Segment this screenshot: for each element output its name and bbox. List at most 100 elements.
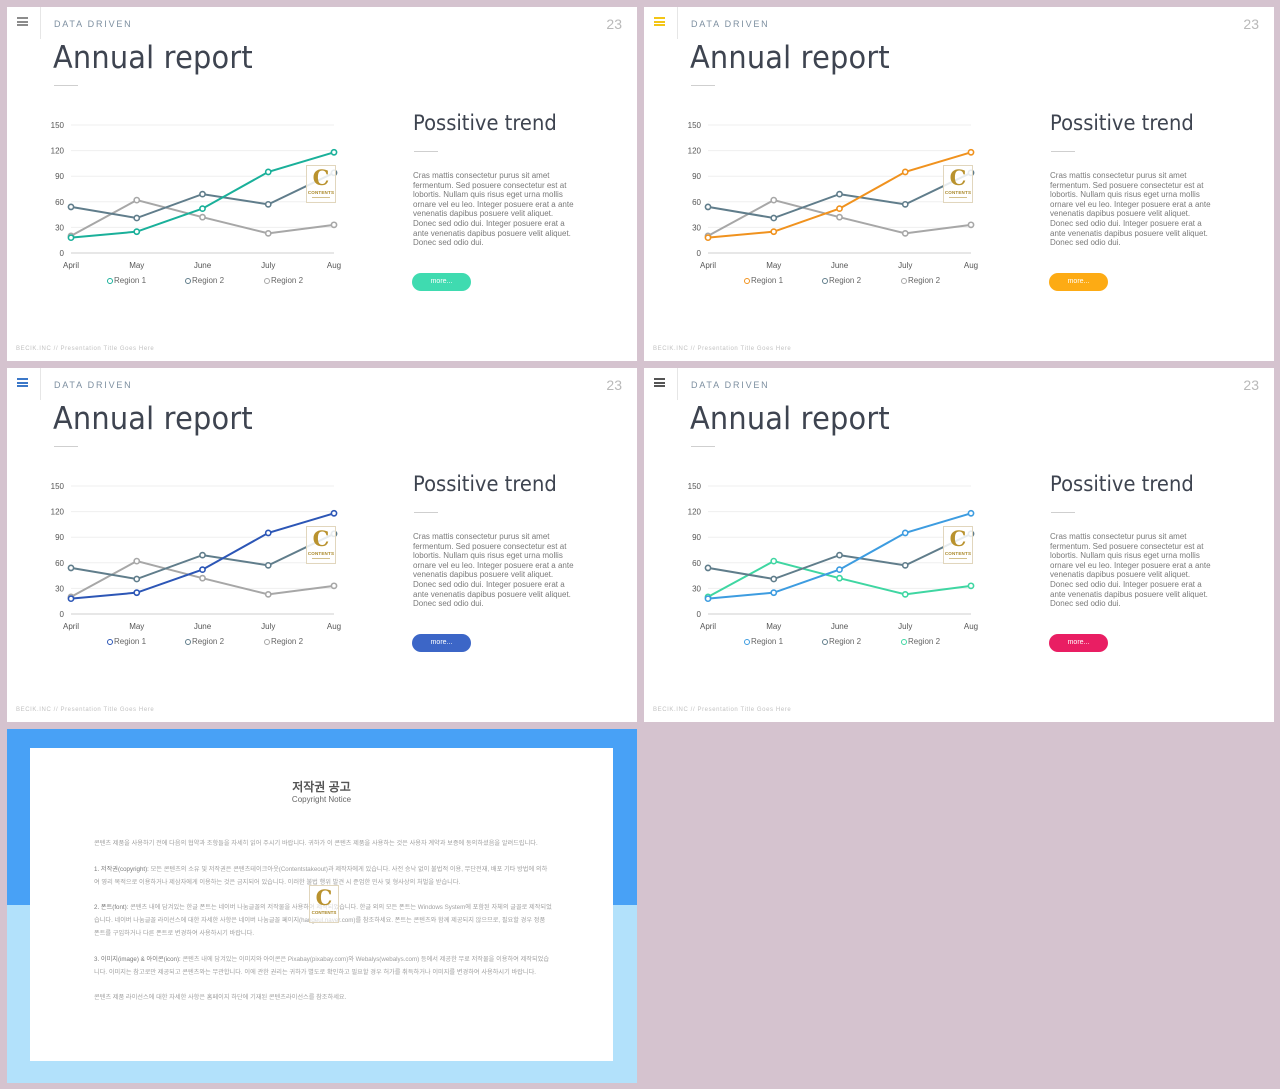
data-point (67, 234, 75, 242)
x-tick-label: April (700, 261, 716, 270)
data-point (133, 575, 141, 583)
slide-2[interactable]: DATA DRIVEN 23 Annual report 0 30 60 90 120 1… (644, 7, 1274, 361)
y-tick-label: 90 (692, 172, 701, 181)
logo-letter: C (312, 165, 330, 190)
side-rule (1051, 512, 1075, 513)
page-number: 23 (606, 377, 622, 393)
y-tick-label: 150 (688, 482, 702, 491)
header-divider (677, 7, 678, 39)
copyright-section-label: 3. 이미지(image) & 아이콘(icon): (94, 955, 181, 963)
legend-label: Region 2 (829, 637, 862, 646)
x-tick-label: July (898, 622, 912, 631)
y-tick-label: 150 (51, 482, 65, 491)
y-tick-label: 120 (51, 147, 65, 156)
x-tick-label: July (261, 261, 275, 270)
legend-marker (744, 277, 750, 284)
y-tick-label: 60 (55, 198, 64, 207)
slide-title: Annual report (53, 401, 253, 437)
x-tick-label: May (766, 622, 781, 631)
side-body-text: Cras mattis consectetur purus sit amet f… (413, 171, 574, 248)
data-point (901, 229, 909, 237)
footer-text: BECIK.INC // Presentation Title Goes Her… (16, 346, 155, 352)
copyright-title: 저작권 공고 (292, 780, 351, 794)
x-tick-label: Aug (327, 622, 341, 631)
section-label: DATA DRIVEN (691, 380, 770, 390)
data-point (133, 589, 141, 597)
legend-label: Region 2 (908, 276, 941, 285)
data-point (967, 582, 975, 590)
y-tick-label: 90 (692, 533, 701, 542)
y-tick-label: 90 (55, 172, 64, 181)
copyright-slide[interactable]: 저작권 공고 Copyright Notice 콘텐츠 제품을 사용하기 전에 … (7, 729, 637, 1083)
slide-1[interactable]: DATA DRIVEN 23 Annual report 0 30 60 90 120 1… (7, 7, 637, 361)
data-point (901, 168, 909, 176)
legend-label: Region 2 (829, 276, 862, 285)
more-button[interactable]: more... (1049, 634, 1108, 652)
side-body-text: Cras mattis consectetur purus sit amet f… (1050, 171, 1211, 248)
slide-title: Annual report (690, 401, 890, 437)
x-tick-label: April (63, 622, 79, 631)
x-tick-label: April (700, 622, 716, 631)
y-tick-label: 0 (60, 610, 65, 619)
data-point (199, 566, 206, 574)
more-button[interactable]: more... (412, 273, 471, 291)
header-divider (40, 368, 41, 400)
data-point (901, 529, 909, 537)
copyright-section-3: 3. 이미지(image) & 아이콘(icon): 콘텐츠 내에 담겨있는 이… (94, 954, 552, 980)
side-body-text: Cras mattis consectetur purus sit amet f… (1050, 532, 1211, 609)
x-tick-label: June (831, 261, 849, 270)
slide-3[interactable]: DATA DRIVEN 23 Annual report 0 30 60 90 120 1… (7, 368, 637, 722)
legend-item: Region 1 (107, 275, 146, 287)
x-tick-label: July (898, 261, 912, 270)
legend-marker (107, 638, 113, 645)
logo-letter: C (949, 526, 967, 551)
copyright-card: 저작권 공고 Copyright Notice 콘텐츠 제품을 사용하기 전에 … (30, 748, 613, 1061)
data-point (330, 148, 338, 156)
data-point (901, 561, 909, 569)
page-number: 23 (1243, 16, 1259, 32)
footer-text: BECIK.INC // Presentation Title Goes Her… (653, 346, 792, 352)
data-point (133, 214, 141, 222)
side-heading: Possitive trend (1050, 472, 1194, 496)
hamburger-icon[interactable] (654, 378, 665, 387)
chart-legend: Region 1 Region 2 Region 2 (7, 636, 367, 650)
section-label: DATA DRIVEN (691, 19, 770, 29)
x-tick-label: June (194, 622, 212, 631)
more-button[interactable]: more... (412, 634, 471, 652)
side-heading: Possitive trend (413, 472, 557, 496)
x-tick-label: May (129, 622, 144, 631)
data-point (901, 200, 909, 208)
slide-4[interactable]: DATA DRIVEN 23 Annual report 0 30 60 90 120 1… (644, 368, 1274, 722)
legend-marker (264, 638, 270, 645)
data-point (770, 214, 778, 222)
side-rule (1051, 151, 1075, 152)
legend-marker (107, 277, 113, 284)
copyright-section-label: 2. 폰트(font): (94, 904, 129, 912)
data-point (199, 574, 206, 582)
y-tick-label: 120 (688, 508, 702, 517)
hamburger-icon[interactable] (17, 378, 28, 387)
title-rule (691, 85, 715, 86)
legend-label: Region 2 (908, 637, 941, 646)
data-point (330, 221, 338, 229)
data-point (264, 200, 272, 208)
y-tick-label: 30 (55, 223, 64, 232)
x-tick-label: April (63, 261, 79, 270)
data-point (264, 529, 272, 537)
copyright-closing: 콘텐츠 제품 라이선스에 대한 자세한 사항은 홈페이지 하단에 기재된 콘텐츠… (94, 994, 347, 1002)
y-tick-label: 60 (692, 559, 701, 568)
hamburger-icon[interactable] (654, 17, 665, 26)
data-point (199, 190, 206, 198)
chart-legend: Region 1 Region 2 Region 2 (644, 636, 1004, 650)
data-point (704, 203, 712, 211)
hamburger-icon[interactable] (17, 17, 28, 26)
data-point (264, 229, 272, 237)
data-point (836, 213, 843, 221)
legend-label: Region 1 (114, 276, 147, 285)
data-point (836, 551, 843, 559)
x-tick-label: Aug (964, 261, 978, 270)
more-button[interactable]: more... (1049, 273, 1108, 291)
legend-marker (185, 638, 191, 645)
y-tick-label: 60 (55, 559, 64, 568)
data-point (133, 557, 141, 565)
